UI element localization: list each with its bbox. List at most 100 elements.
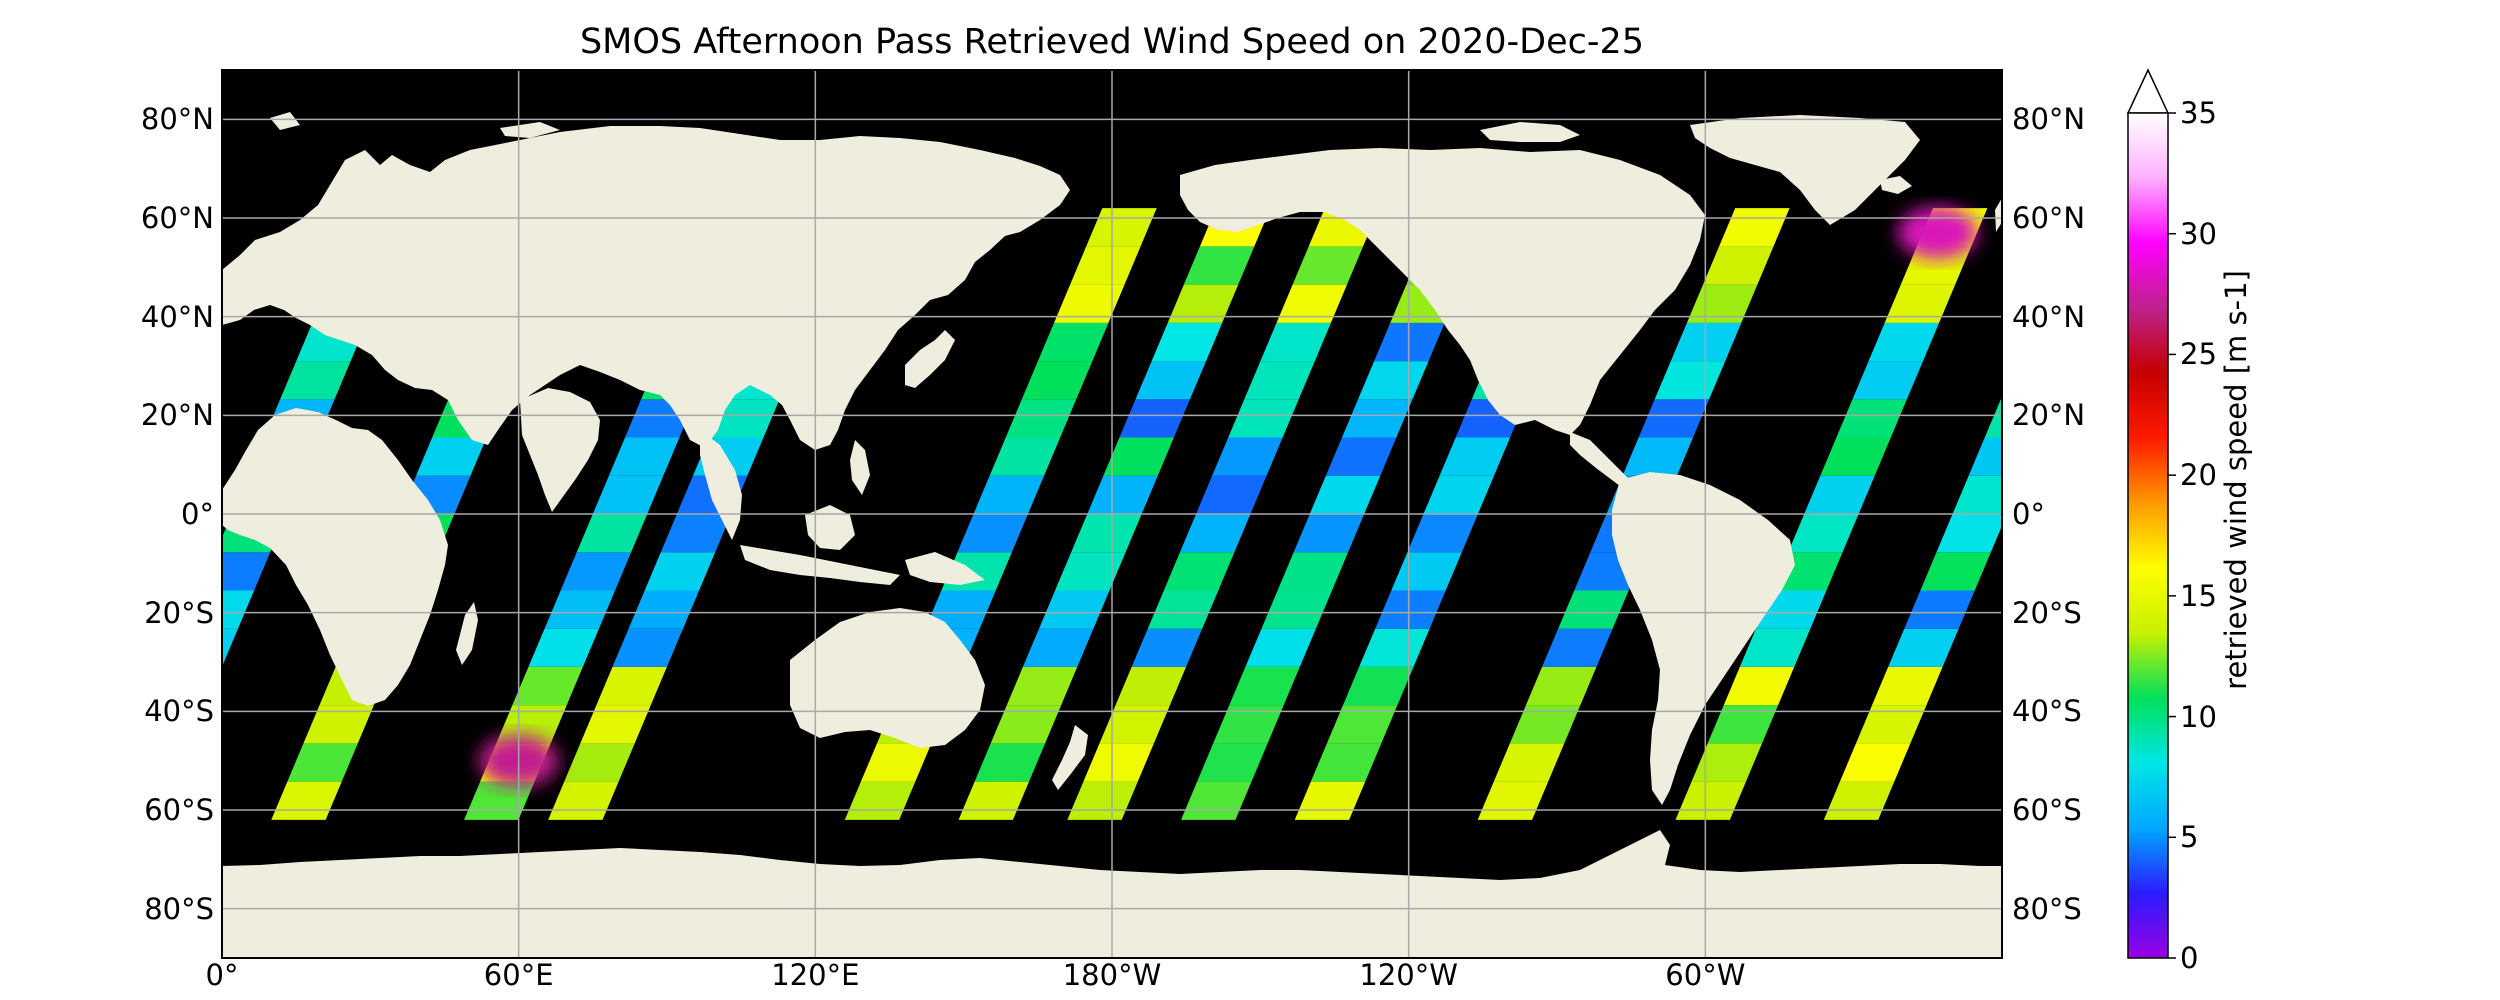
colorbar-label: retrieved wind speed [m s-1] [2219,270,2253,690]
swath-segment [709,399,780,438]
swath-segment [222,628,238,667]
swath-segment [1037,322,1109,362]
land-central-america [1570,432,1632,490]
swath-segment [1358,361,1429,400]
swath-segment [1872,666,1943,706]
land-new-zealand [1052,725,1088,790]
wind-swath [1067,208,1380,820]
swath-segment [1375,590,1446,629]
colorbar-tickmarks [2168,112,2176,959]
swath-segment [576,514,648,553]
latitude-label-left: 80°S [144,891,214,926]
swath-segment [1212,437,1283,476]
swath-segment [1147,590,1219,629]
land-north-america [1180,148,1705,435]
swath-segment [1739,628,1811,667]
latitude-label-right: 80°N [2012,102,2086,137]
land-india [520,388,600,512]
swath-segment [990,705,1062,744]
map-frame [221,69,2003,959]
graticule [222,70,2002,958]
colorbar-tick-label: 30 [2180,216,2217,251]
colorbar-tick-label: 5 [2180,820,2199,855]
land-africa [222,408,448,706]
swath-segment [1525,666,1597,706]
latitude-label-left: 20°N [140,398,214,433]
latitude-label-left: 0° [181,497,214,531]
colorbar [2127,112,2169,959]
swath-segment [1213,705,1284,744]
swath-segment [860,743,932,782]
swath-segment [1083,743,1154,782]
land-indochina [700,430,742,540]
swath-segment [1904,590,1975,629]
swath-segment [119,743,189,781]
swath-segment [608,437,680,476]
swath-segment [1151,322,1223,362]
swath-segment [612,628,683,667]
swath-segment [2049,246,2119,284]
swath-segment [1196,475,1267,514]
swath-segment [1325,437,1397,476]
latitude-label-left: 60°S [144,793,214,827]
swath-segment [1509,705,1581,744]
land-iceland [1880,176,1912,194]
swath-segment [957,514,1028,553]
swath-segment [1260,322,1331,362]
swath-segment [528,628,599,667]
swath-segment [1884,284,1956,323]
swath-segment [1293,514,1365,553]
swath-segment [1723,666,1795,706]
swath-segment [1103,437,1174,476]
swath-segment [1968,437,2002,476]
swath-segment [1820,437,1891,476]
land-britain [1995,198,2002,232]
land-masses [222,112,2002,958]
longitude-label: 60°W [1665,958,1746,992]
latitude-label-right: 40°N [2012,299,2086,334]
swath-segment [925,590,996,629]
swath-segment [1888,628,1959,667]
swath-segment [1703,246,1774,285]
swath-segment [1055,552,1126,591]
land-north-asia-islands [500,122,560,138]
swath-segment [1638,399,1710,438]
swath-segment [1707,705,1779,744]
swath-segment [1936,514,2002,553]
colorbar-extend-arrow [2126,68,2170,114]
land-greenland [1690,115,1920,225]
swath-segment [580,705,651,744]
longitude-label: 180°W [1062,958,1162,992]
colorbar-tick-label: 20 [2180,458,2217,493]
swath-segment [512,666,583,706]
swath-segment [1836,399,1907,438]
land-borneo [805,505,855,550]
swath-segment [1558,590,1629,629]
land-philippines [850,440,870,495]
swath-segment [1423,475,1494,514]
latitude-label-left: 40°S [144,694,214,729]
swath-segment [1852,361,1923,400]
swath-segment [1804,475,1875,514]
swath-segment [1005,399,1077,438]
swath-segment [1788,514,1859,553]
latitude-label-left: 80°N [140,102,214,137]
latitude-label-left: 20°S [144,595,214,630]
latitude-label-left: 40°N [140,299,214,334]
swath-segment [660,514,732,553]
colorbar-tick-label: 10 [2180,699,2217,734]
swath-segment [287,743,358,782]
land-indonesia [740,545,900,585]
swath-segment [1167,284,1239,323]
swath-segment [496,705,567,744]
swath-segment [1135,361,1207,400]
wind-swath [1823,246,2119,820]
latitude-label-right: 60°S [2012,793,2082,827]
swath-segment [1054,284,1125,323]
swath-segment [989,437,1061,476]
swath-segment [1542,628,1613,667]
swath-segment [544,590,616,629]
longitude-label: 0° [205,958,239,992]
swath-segment [1839,743,1911,782]
